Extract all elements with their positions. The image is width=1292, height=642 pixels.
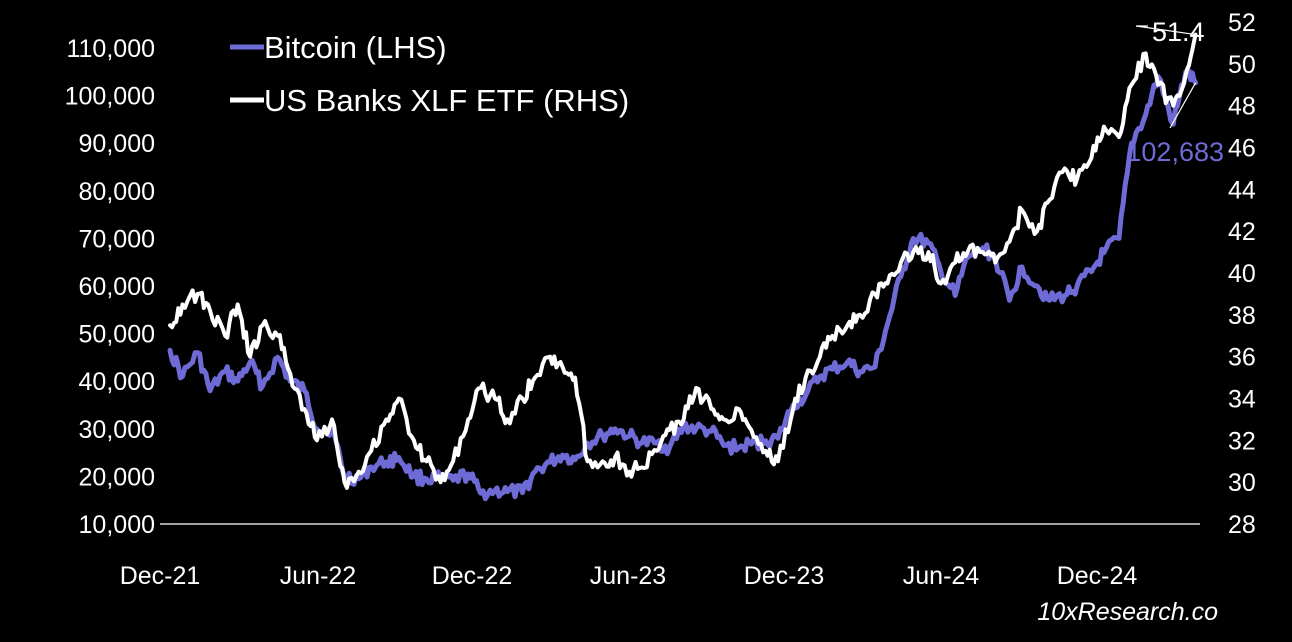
right-tick-label: 40 [1228, 260, 1256, 288]
x-tick-label: Dec-21 [120, 562, 201, 590]
x-axis-ticks: Dec-21 Jun-22 Dec-22 Jun-23 Dec-23 Jun-24 Dec-… [120, 562, 1138, 590]
btc-leader-line [1169, 82, 1197, 129]
series-lines [167, 32, 1198, 502]
btc-end-label: 102,683 [1126, 137, 1224, 167]
right-axis-ticks: 28 30 32 34 36 38 40 42 44 46 48 50 52 [1228, 9, 1256, 539]
left-tick-label: 70,000 [79, 225, 155, 253]
left-tick-label: 30,000 [79, 416, 155, 444]
x-tick-label: Dec-22 [432, 562, 513, 590]
x-tick-label: Dec-23 [744, 562, 825, 590]
right-tick-label: 34 [1228, 386, 1256, 414]
right-tick-label: 30 [1228, 469, 1256, 497]
right-tick-label: 38 [1228, 302, 1256, 330]
series-line-xlf [168, 32, 1198, 490]
end-labels: 102,683 51.4 [1126, 17, 1224, 167]
right-tick-label: 28 [1228, 511, 1256, 539]
right-tick-label: 36 [1228, 344, 1256, 372]
xlf-end-label: 51.4 [1152, 17, 1205, 47]
left-tick-label: 20,000 [79, 463, 155, 491]
left-tick-label: 50,000 [79, 321, 155, 349]
right-tick-label: 44 [1228, 176, 1256, 204]
x-tick-label: Dec-24 [1057, 562, 1138, 590]
legend-label: US Banks XLF ETF (RHS) [264, 83, 629, 118]
left-tick-label: 110,000 [66, 35, 155, 63]
left-axis-ticks: 10,000 20,000 30,000 40,000 50,000 60,000 70,0… [65, 35, 155, 539]
left-tick-label: 10,000 [79, 511, 155, 539]
watermark: 10xResearch.co [1037, 598, 1218, 626]
right-tick-label: 52 [1228, 9, 1256, 37]
x-tick-label: Jun-23 [590, 562, 666, 590]
x-tick-label: Jun-24 [903, 562, 980, 590]
left-tick-label: 60,000 [79, 273, 155, 301]
right-tick-label: 50 [1228, 51, 1256, 79]
right-tick-label: 32 [1228, 427, 1256, 455]
legend-label: Bitcoin (LHS) [264, 30, 447, 65]
right-tick-label: 42 [1228, 218, 1256, 246]
x-tick-label: Jun-22 [280, 562, 356, 590]
left-tick-label: 100,000 [65, 83, 155, 111]
left-tick-label: 90,000 [79, 130, 155, 158]
left-tick-label: 80,000 [79, 178, 155, 206]
right-tick-label: 48 [1228, 93, 1256, 121]
left-tick-label: 40,000 [79, 368, 155, 396]
xlf-leader-line [1135, 25, 1196, 36]
legend: Bitcoin (LHS) US Banks XLF ETF (RHS) [230, 30, 629, 118]
right-tick-label: 46 [1228, 135, 1256, 163]
